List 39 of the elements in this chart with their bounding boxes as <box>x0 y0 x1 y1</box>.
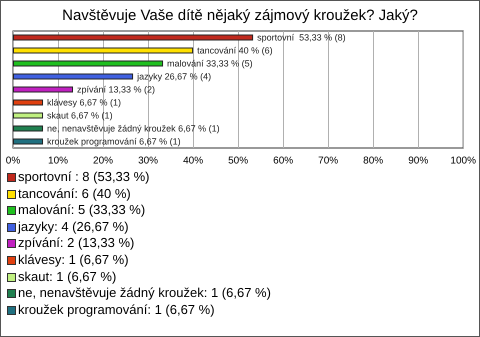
text: skaut: 1 (6,67 %) <box>18 268 116 284</box>
text: jazyky: 4 (26,67 %) <box>18 218 129 234</box>
x-tick-label: 30% <box>138 156 158 166</box>
text: sportovní : 8 (53,33 %) <box>18 169 150 184</box>
text: kroužek programování: 1 (6,67 %) <box>18 302 215 317</box>
data-label: sportovní 53,33 % (8) <box>257 32 346 42</box>
data-label: jazyky 26,67 % (4) <box>136 72 212 82</box>
bar <box>13 112 44 118</box>
data-label: tancování 40 % (6) <box>197 46 273 56</box>
x-tick-label: 50% <box>228 156 248 166</box>
x-tick-label: 20% <box>93 156 114 166</box>
bar <box>13 126 44 132</box>
x-tick-label: 10% <box>48 156 68 166</box>
chart-title: Navštěvuje Vaše dítě nějaký zájmový kroužek? Jaký? <box>61 7 419 24</box>
bar <box>13 60 164 66</box>
bar <box>13 138 44 144</box>
text: zpívání: 2 (13,33 %) <box>18 235 134 250</box>
data-label: klávesy 6,67 % (1) <box>47 98 122 108</box>
x-tick-label: 80% <box>363 156 384 166</box>
text: malování: 5 (33,33 %) <box>18 202 146 218</box>
bar <box>13 34 254 40</box>
x-tick-label: 70% <box>318 156 338 166</box>
data-label: zpívání 13,33 % (2) <box>77 84 156 94</box>
x-tick-label: 90% <box>408 156 428 166</box>
text: klávesy: 1 (6,67 %) <box>18 252 129 267</box>
bar <box>13 100 44 106</box>
bar <box>13 74 134 80</box>
x-tick-label: 100% <box>450 156 476 166</box>
x-tick-label: 40% <box>183 156 204 166</box>
bar <box>13 48 194 54</box>
x-tick-label: 60% <box>273 156 294 166</box>
data-label: skaut 6,67 % (1) <box>47 110 113 120</box>
text: tancování: 6 (40 %) <box>18 186 131 201</box>
x-tick-label: 0% <box>6 156 20 166</box>
data-label: ne, nenavštěvuje žádný kroužek 6,67 % (1) <box>47 124 220 134</box>
bar <box>13 86 74 92</box>
data-label: malování 33,33 % (5) <box>167 58 253 68</box>
data-label: kroužek programování 6,67 % (1) <box>47 136 181 146</box>
text: ne, nenavštěvuje žádný kroužek: 1 (6,67 %) <box>18 285 271 300</box>
